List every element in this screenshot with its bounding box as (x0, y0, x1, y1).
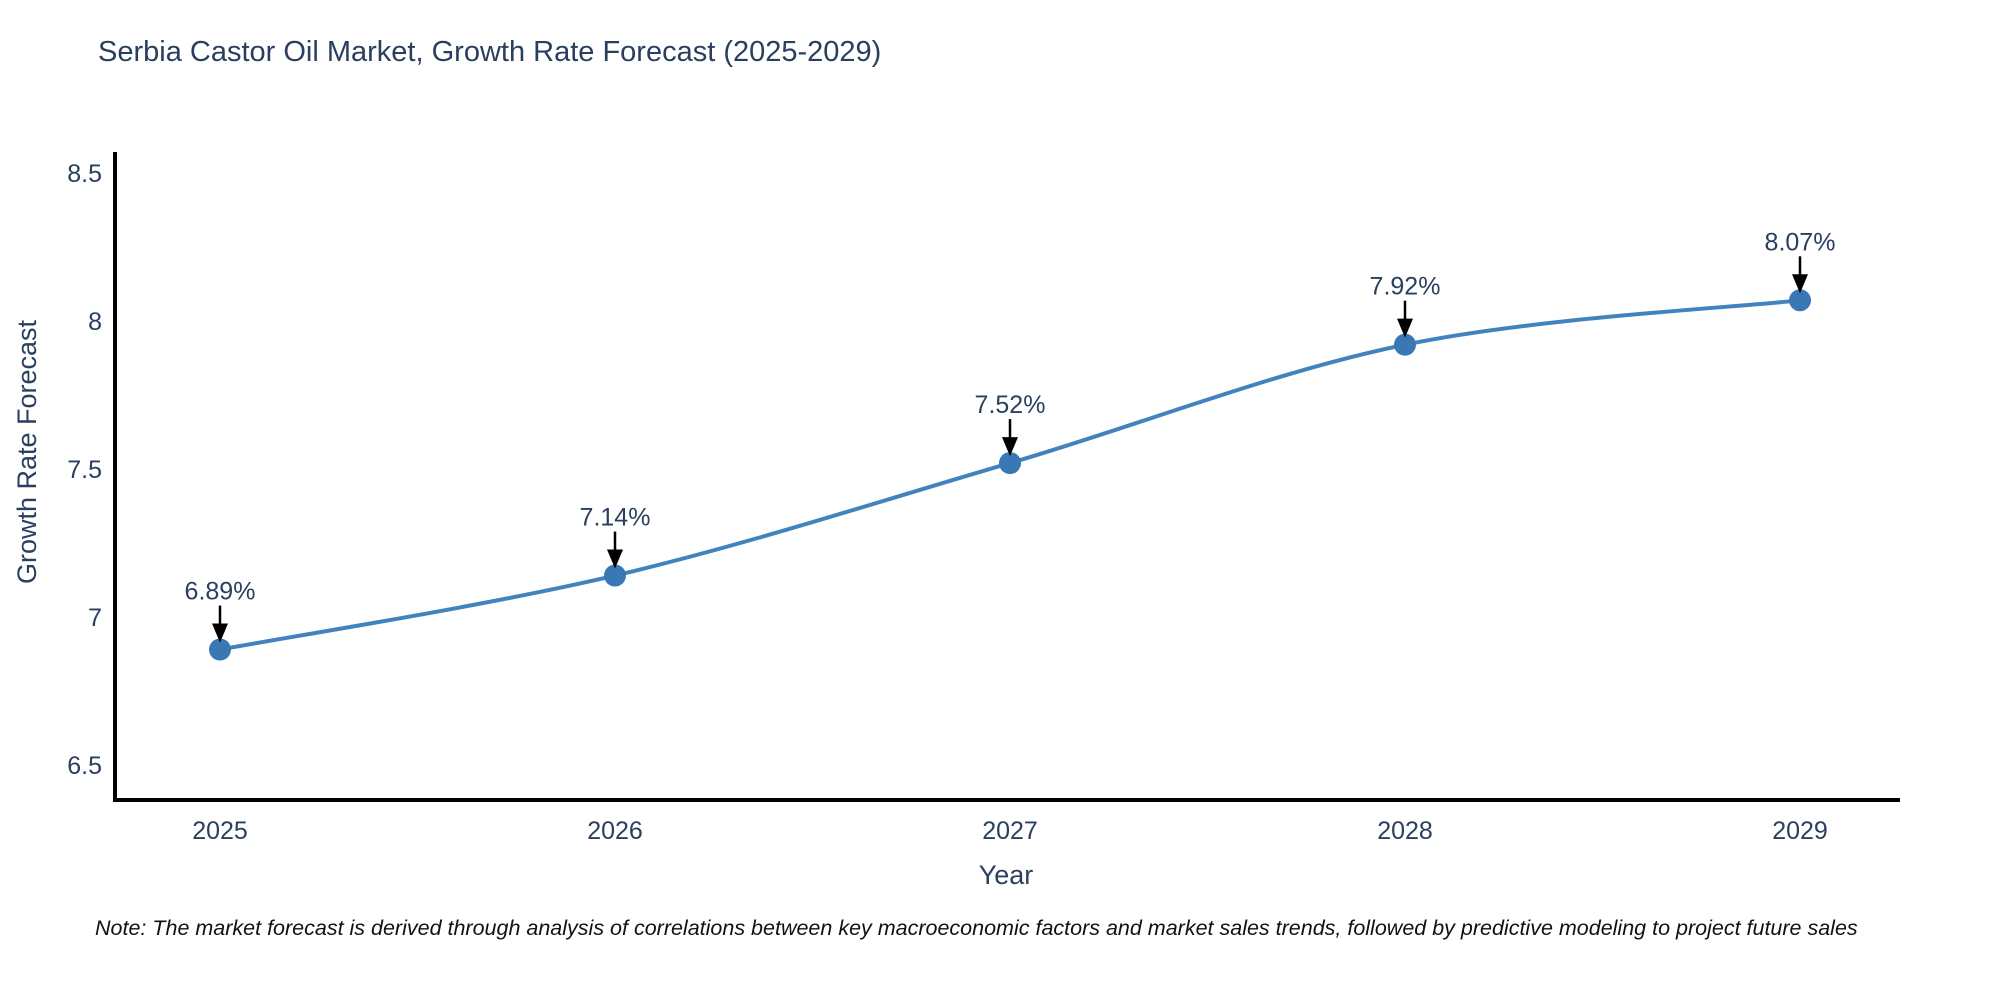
data-point-marker (604, 564, 626, 587)
annotation-label: 7.52% (975, 391, 1046, 419)
y-tick-label: 8.5 (67, 160, 102, 188)
y-tick-label: 7 (88, 604, 102, 632)
annotation-arrowhead-icon (1002, 437, 1018, 457)
y-tick-label: 6.5 (67, 752, 102, 780)
x-tick-label: 2025 (192, 817, 248, 845)
x-tick-label: 2026 (587, 817, 643, 845)
data-point-marker (999, 452, 1021, 475)
x-tick-label: 2029 (1772, 817, 1828, 845)
annotation-label: 8.07% (1765, 228, 1836, 256)
annotation-arrowhead-icon (1397, 318, 1413, 338)
x-axis-title: Year (978, 860, 1034, 890)
annotation-arrowhead-icon (1792, 274, 1808, 294)
data-point-marker (1394, 333, 1416, 356)
annotation-label: 6.89% (185, 578, 256, 606)
x-tick-label: 2028 (1377, 817, 1433, 845)
chart-title: Serbia Castor Oil Market, Growth Rate Fo… (98, 36, 882, 68)
y-tick-label: 8 (88, 308, 102, 336)
data-point-marker (1789, 289, 1811, 312)
annotation-arrowhead-icon (212, 623, 228, 643)
y-tick-label: 7.5 (67, 456, 102, 484)
annotation-label: 7.92% (1370, 273, 1441, 301)
forecast-line (218, 298, 1802, 652)
annotation-arrowhead-icon (607, 549, 623, 569)
x-tick-label: 2027 (982, 817, 1038, 845)
footnote: Note: The market forecast is derived thr… (95, 916, 1858, 940)
data-point-marker (209, 638, 231, 661)
annotation-label: 7.14% (580, 504, 651, 532)
